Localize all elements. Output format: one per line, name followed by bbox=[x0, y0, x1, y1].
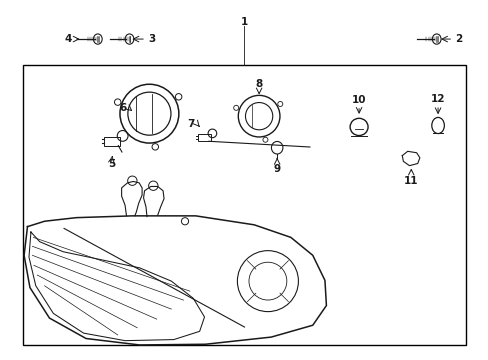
Bar bbox=[104, 137, 120, 145]
Text: 11: 11 bbox=[403, 176, 418, 186]
Text: 10: 10 bbox=[351, 95, 366, 105]
Text: 1: 1 bbox=[241, 17, 247, 27]
Text: 5: 5 bbox=[108, 159, 115, 169]
Text: 4: 4 bbox=[64, 34, 71, 44]
Text: 6: 6 bbox=[119, 103, 126, 113]
Bar bbox=[22, 65, 466, 345]
Text: 12: 12 bbox=[430, 94, 445, 104]
Text: 3: 3 bbox=[148, 34, 155, 44]
Text: 7: 7 bbox=[187, 119, 194, 129]
Bar bbox=[198, 134, 210, 141]
Text: 2: 2 bbox=[454, 34, 462, 44]
Text: 9: 9 bbox=[273, 164, 280, 174]
Text: 8: 8 bbox=[255, 78, 262, 89]
